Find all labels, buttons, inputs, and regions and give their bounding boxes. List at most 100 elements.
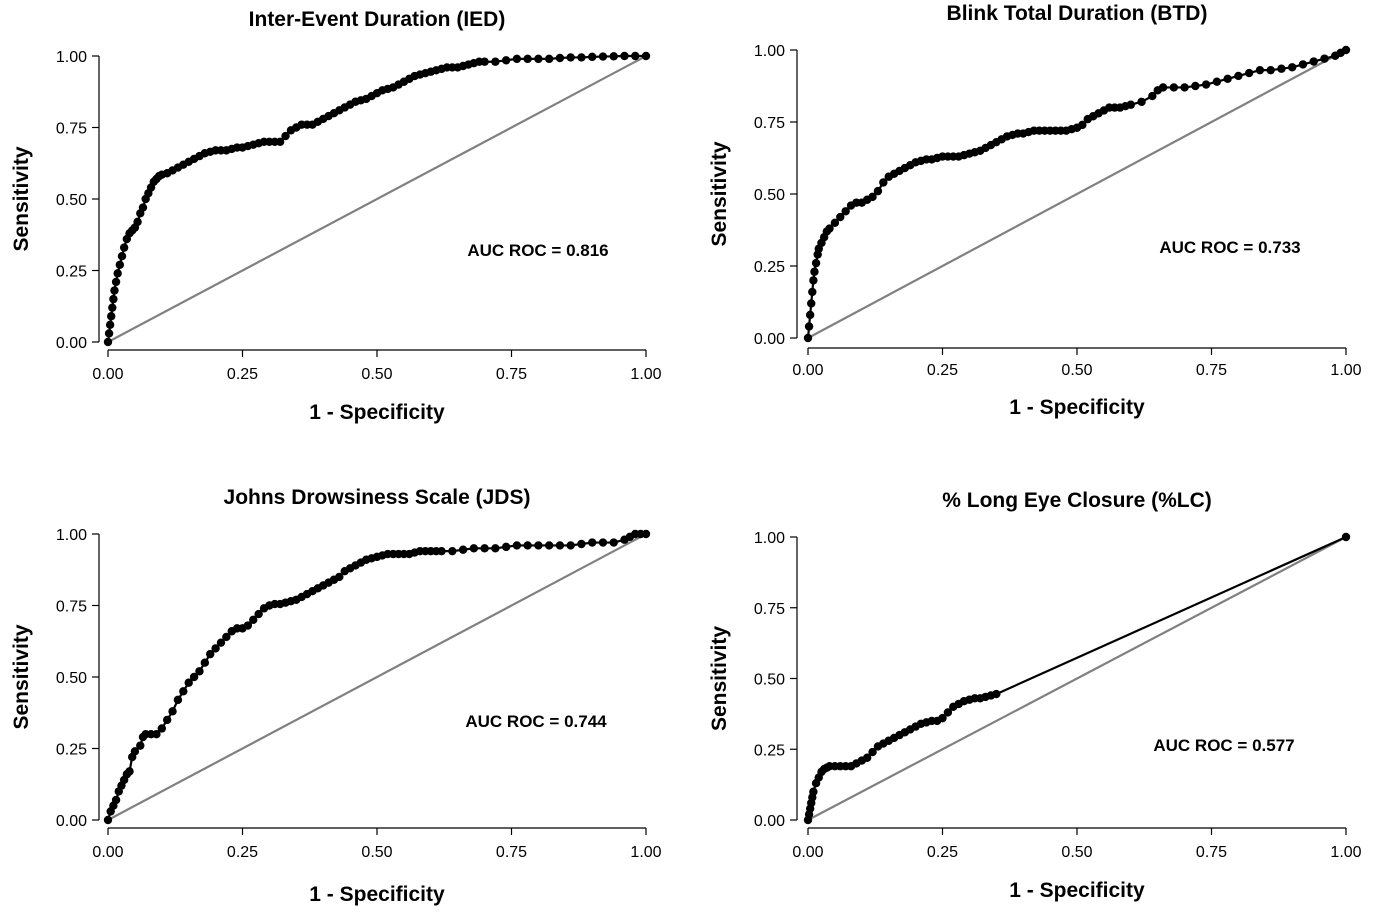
roc-point	[836, 212, 845, 222]
roc-point	[609, 538, 618, 547]
roc-point	[113, 269, 122, 278]
roc-point	[200, 658, 210, 667]
x-tick-label: 1.00	[1330, 844, 1361, 861]
roc-point	[335, 572, 344, 582]
roc-point	[598, 52, 608, 61]
x-tick-label: 0.50	[361, 844, 392, 861]
roc-point	[111, 277, 121, 287]
roc-point	[437, 546, 446, 556]
x-axis-title: 1 - Specificity	[1009, 879, 1145, 902]
roc-point	[862, 753, 872, 762]
y-tick-label: 0.50	[56, 192, 87, 209]
y-tick-label: 0.75	[754, 115, 785, 132]
x-tick-label: 0.75	[496, 366, 527, 383]
roc-point	[189, 672, 199, 682]
roc-point	[254, 609, 263, 619]
roc-point	[803, 333, 813, 343]
roc-point	[1180, 83, 1189, 92]
roc-points	[103, 529, 651, 825]
y-axis-title: Sensitivity	[708, 141, 731, 246]
x-tick-label: 0.25	[227, 844, 258, 861]
roc-point	[1288, 63, 1297, 72]
roc-point	[162, 715, 172, 725]
roc-point	[119, 243, 129, 252]
roc-point	[992, 689, 1001, 699]
roc-point	[808, 287, 817, 297]
y-tick-label: 0.75	[56, 599, 87, 616]
roc-point	[480, 57, 489, 66]
reference-diagonal	[807, 536, 1347, 821]
roc-chart-4: % Long Eye Closure (%LC) 0.00 0.25 0.50 0.75…	[708, 489, 1362, 902]
roc-point	[1277, 64, 1286, 73]
chart-title: Johns Drowsiness Scale (JDS)	[224, 486, 531, 509]
chart-title: Inter-Event Duration (IED)	[249, 8, 506, 31]
roc-point	[1078, 120, 1087, 130]
x-tick-label: 0.25	[927, 362, 958, 379]
roc-point	[868, 192, 877, 202]
roc-point	[566, 53, 575, 62]
roc-point	[1137, 97, 1146, 107]
roc-chart-1: Inter-Event Duration (IED) 0.00 0.25 0.50 0.…	[10, 8, 662, 424]
roc-point	[249, 615, 258, 624]
roc-point	[1341, 45, 1351, 55]
roc-point	[1234, 71, 1243, 81]
x-tick-label: 0.00	[92, 844, 123, 861]
roc-point	[512, 541, 522, 550]
roc-point	[168, 707, 177, 716]
roc-point	[184, 678, 193, 687]
roc-point	[130, 747, 140, 756]
roc-point	[807, 299, 816, 308]
roc-point	[512, 54, 522, 64]
roc-point	[491, 544, 500, 553]
roc-point	[631, 51, 640, 61]
roc-point	[1223, 74, 1232, 84]
y-tick-label: 0.25	[56, 742, 87, 759]
x-tick-label: 1.00	[630, 366, 661, 383]
roc-point	[152, 730, 161, 739]
y-tick-label: 0.25	[754, 742, 785, 759]
x-tick-label: 0.75	[496, 844, 527, 861]
roc-point	[544, 54, 554, 64]
roc-point	[1266, 65, 1275, 75]
x-tick-label: 0.00	[792, 844, 823, 861]
roc-point	[501, 542, 511, 552]
roc-point	[107, 312, 116, 321]
roc-point	[544, 541, 554, 550]
auc-annotation: AUC ROC = 0.744	[465, 712, 607, 731]
x-tick-label: 0.00	[792, 362, 823, 379]
roc-point	[458, 545, 468, 554]
y-tick-label: 0.00	[56, 335, 87, 352]
roc-point	[577, 539, 586, 549]
roc-points	[803, 45, 1351, 343]
x-tick-label: 1.00	[1330, 362, 1361, 379]
roc-point	[133, 217, 142, 227]
y-tick-label: 0.50	[754, 187, 785, 204]
roc-point	[109, 294, 118, 304]
roc-point	[534, 54, 543, 64]
roc-point	[281, 131, 290, 141]
y-tick-label: 0.75	[56, 121, 87, 138]
y-axis-title: Sensitivity	[708, 626, 731, 731]
y-tick-label: 0.00	[754, 331, 785, 348]
y-tick-label: 0.00	[754, 813, 785, 830]
roc-point	[138, 203, 148, 212]
roc-point	[448, 546, 457, 556]
x-tick-label: 0.75	[1196, 844, 1227, 861]
y-axis-title: Sensitivity	[10, 624, 33, 729]
y-tick-label: 0.25	[754, 259, 785, 276]
y-tick-label: 0.75	[754, 601, 785, 618]
roc-point	[105, 320, 115, 330]
roc-point	[491, 57, 500, 66]
roc-point	[825, 224, 834, 233]
roc-point	[1320, 54, 1329, 63]
roc-point	[555, 541, 565, 550]
x-axis-title: 1 - Specificity	[1009, 396, 1145, 419]
roc-point	[157, 724, 166, 733]
x-tick-label: 0.50	[1061, 844, 1092, 861]
reference-diagonal	[107, 533, 647, 821]
roc-point	[1169, 83, 1179, 92]
x-tick-label: 0.75	[1196, 362, 1227, 379]
roc-point	[211, 644, 220, 653]
auc-annotation: AUC ROC = 0.816	[467, 241, 608, 260]
roc-point	[809, 787, 818, 796]
